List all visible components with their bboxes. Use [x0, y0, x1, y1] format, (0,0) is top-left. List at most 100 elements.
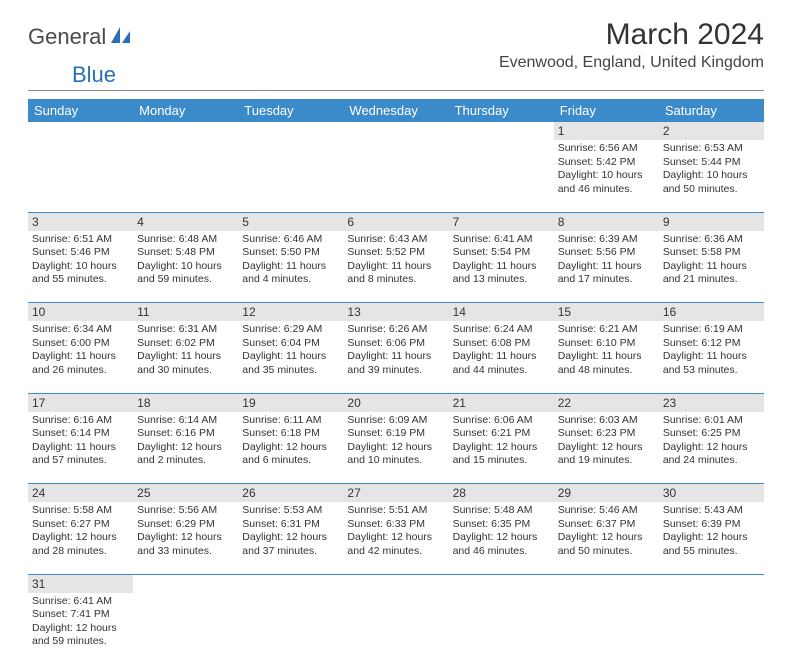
day-content-row: Sunrise: 6:56 AMSunset: 5:42 PMDaylight:… [28, 140, 764, 212]
day-cell: Sunrise: 6:56 AMSunset: 5:42 PMDaylight:… [554, 140, 659, 212]
day-details: Sunrise: 5:48 AMSunset: 6:35 PMDaylight:… [453, 504, 550, 559]
day-cell: Sunrise: 6:16 AMSunset: 6:14 PMDaylight:… [28, 412, 133, 484]
day-cell: Sunrise: 6:01 AMSunset: 6:25 PMDaylight:… [659, 412, 764, 484]
header-divider [28, 90, 764, 91]
day-number-cell: 2 [659, 122, 764, 140]
day-cell: Sunrise: 6:03 AMSunset: 6:23 PMDaylight:… [554, 412, 659, 484]
day-details: Sunrise: 6:51 AMSunset: 5:46 PMDaylight:… [32, 233, 129, 288]
day-details: Sunrise: 6:01 AMSunset: 6:25 PMDaylight:… [663, 414, 760, 469]
daynum-row: 12 [28, 122, 764, 140]
day-cell: Sunrise: 5:58 AMSunset: 6:27 PMDaylight:… [28, 502, 133, 574]
day-number-cell: 23 [659, 393, 764, 412]
col-friday: Friday [554, 99, 659, 122]
day-cell: Sunrise: 6:41 AMSunset: 5:54 PMDaylight:… [449, 231, 554, 303]
day-number-cell: 16 [659, 303, 764, 322]
day-details: Sunrise: 6:06 AMSunset: 6:21 PMDaylight:… [453, 414, 550, 469]
day-details: Sunrise: 5:58 AMSunset: 6:27 PMDaylight:… [32, 504, 129, 559]
day-cell: Sunrise: 6:43 AMSunset: 5:52 PMDaylight:… [343, 231, 448, 303]
day-number-cell [133, 122, 238, 140]
day-cell: Sunrise: 6:48 AMSunset: 5:48 PMDaylight:… [133, 231, 238, 303]
day-number-cell [449, 122, 554, 140]
day-number-cell: 8 [554, 212, 659, 231]
day-cell: Sunrise: 6:19 AMSunset: 6:12 PMDaylight:… [659, 321, 764, 393]
day-cell: Sunrise: 6:24 AMSunset: 6:08 PMDaylight:… [449, 321, 554, 393]
day-number-cell: 28 [449, 484, 554, 503]
day-content-row: Sunrise: 6:41 AMSunset: 7:41 PMDaylight:… [28, 593, 764, 665]
day-details: Sunrise: 6:24 AMSunset: 6:08 PMDaylight:… [453, 323, 550, 378]
day-number-cell: 24 [28, 484, 133, 503]
day-number-cell: 21 [449, 393, 554, 412]
day-number-cell [659, 574, 764, 593]
day-number-cell: 31 [28, 574, 133, 593]
day-details: Sunrise: 6:26 AMSunset: 6:06 PMDaylight:… [347, 323, 444, 378]
day-cell: Sunrise: 6:21 AMSunset: 6:10 PMDaylight:… [554, 321, 659, 393]
day-number-cell: 5 [238, 212, 343, 231]
day-number-cell [238, 574, 343, 593]
day-details: Sunrise: 5:53 AMSunset: 6:31 PMDaylight:… [242, 504, 339, 559]
day-number-cell: 14 [449, 303, 554, 322]
day-cell [554, 593, 659, 665]
day-cell: Sunrise: 6:31 AMSunset: 6:02 PMDaylight:… [133, 321, 238, 393]
day-cell [238, 593, 343, 665]
day-cell: Sunrise: 6:41 AMSunset: 7:41 PMDaylight:… [28, 593, 133, 665]
logo-text-blue: Blue [72, 62, 792, 88]
day-details: Sunrise: 6:03 AMSunset: 6:23 PMDaylight:… [558, 414, 655, 469]
day-number-cell: 4 [133, 212, 238, 231]
day-details: Sunrise: 6:41 AMSunset: 5:54 PMDaylight:… [453, 233, 550, 288]
day-number-cell [449, 574, 554, 593]
day-number-cell [343, 122, 448, 140]
day-cell: Sunrise: 6:34 AMSunset: 6:00 PMDaylight:… [28, 321, 133, 393]
day-cell: Sunrise: 6:51 AMSunset: 5:46 PMDaylight:… [28, 231, 133, 303]
day-number-cell: 19 [238, 393, 343, 412]
day-number-cell: 25 [133, 484, 238, 503]
day-cell: Sunrise: 5:53 AMSunset: 6:31 PMDaylight:… [238, 502, 343, 574]
day-details: Sunrise: 6:31 AMSunset: 6:02 PMDaylight:… [137, 323, 234, 378]
day-cell [133, 140, 238, 212]
logo-text-general: General [28, 24, 106, 50]
col-saturday: Saturday [659, 99, 764, 122]
day-cell [28, 140, 133, 212]
day-cell: Sunrise: 6:29 AMSunset: 6:04 PMDaylight:… [238, 321, 343, 393]
daynum-row: 17181920212223 [28, 393, 764, 412]
day-cell: Sunrise: 5:56 AMSunset: 6:29 PMDaylight:… [133, 502, 238, 574]
day-number-cell [28, 122, 133, 140]
day-number-cell: 13 [343, 303, 448, 322]
day-cell: Sunrise: 5:46 AMSunset: 6:37 PMDaylight:… [554, 502, 659, 574]
day-cell [343, 593, 448, 665]
daynum-row: 24252627282930 [28, 484, 764, 503]
day-content-row: Sunrise: 6:16 AMSunset: 6:14 PMDaylight:… [28, 412, 764, 484]
daynum-row: 3456789 [28, 212, 764, 231]
day-details: Sunrise: 6:11 AMSunset: 6:18 PMDaylight:… [242, 414, 339, 469]
day-details: Sunrise: 5:46 AMSunset: 6:37 PMDaylight:… [558, 504, 655, 559]
day-details: Sunrise: 6:48 AMSunset: 5:48 PMDaylight:… [137, 233, 234, 288]
logo: General [28, 18, 134, 50]
day-number-cell: 12 [238, 303, 343, 322]
day-cell [343, 140, 448, 212]
day-content-row: Sunrise: 6:34 AMSunset: 6:00 PMDaylight:… [28, 321, 764, 393]
day-cell: Sunrise: 6:46 AMSunset: 5:50 PMDaylight:… [238, 231, 343, 303]
day-cell [659, 593, 764, 665]
day-details: Sunrise: 5:51 AMSunset: 6:33 PMDaylight:… [347, 504, 444, 559]
day-details: Sunrise: 6:29 AMSunset: 6:04 PMDaylight:… [242, 323, 339, 378]
col-thursday: Thursday [449, 99, 554, 122]
logo-sail-icon [110, 26, 132, 49]
day-details: Sunrise: 6:14 AMSunset: 6:16 PMDaylight:… [137, 414, 234, 469]
day-cell: Sunrise: 5:43 AMSunset: 6:39 PMDaylight:… [659, 502, 764, 574]
day-number-cell: 20 [343, 393, 448, 412]
day-details: Sunrise: 6:53 AMSunset: 5:44 PMDaylight:… [663, 142, 760, 197]
col-wednesday: Wednesday [343, 99, 448, 122]
daynum-row: 31 [28, 574, 764, 593]
day-cell: Sunrise: 6:14 AMSunset: 6:16 PMDaylight:… [133, 412, 238, 484]
day-cell: Sunrise: 6:39 AMSunset: 5:56 PMDaylight:… [554, 231, 659, 303]
day-details: Sunrise: 6:16 AMSunset: 6:14 PMDaylight:… [32, 414, 129, 469]
day-cell [449, 593, 554, 665]
day-number-cell: 26 [238, 484, 343, 503]
col-sunday: Sunday [28, 99, 133, 122]
day-content-row: Sunrise: 5:58 AMSunset: 6:27 PMDaylight:… [28, 502, 764, 574]
day-number-cell: 1 [554, 122, 659, 140]
day-details: Sunrise: 6:39 AMSunset: 5:56 PMDaylight:… [558, 233, 655, 288]
day-details: Sunrise: 6:43 AMSunset: 5:52 PMDaylight:… [347, 233, 444, 288]
day-details: Sunrise: 6:09 AMSunset: 6:19 PMDaylight:… [347, 414, 444, 469]
day-number-cell: 7 [449, 212, 554, 231]
day-cell: Sunrise: 6:09 AMSunset: 6:19 PMDaylight:… [343, 412, 448, 484]
